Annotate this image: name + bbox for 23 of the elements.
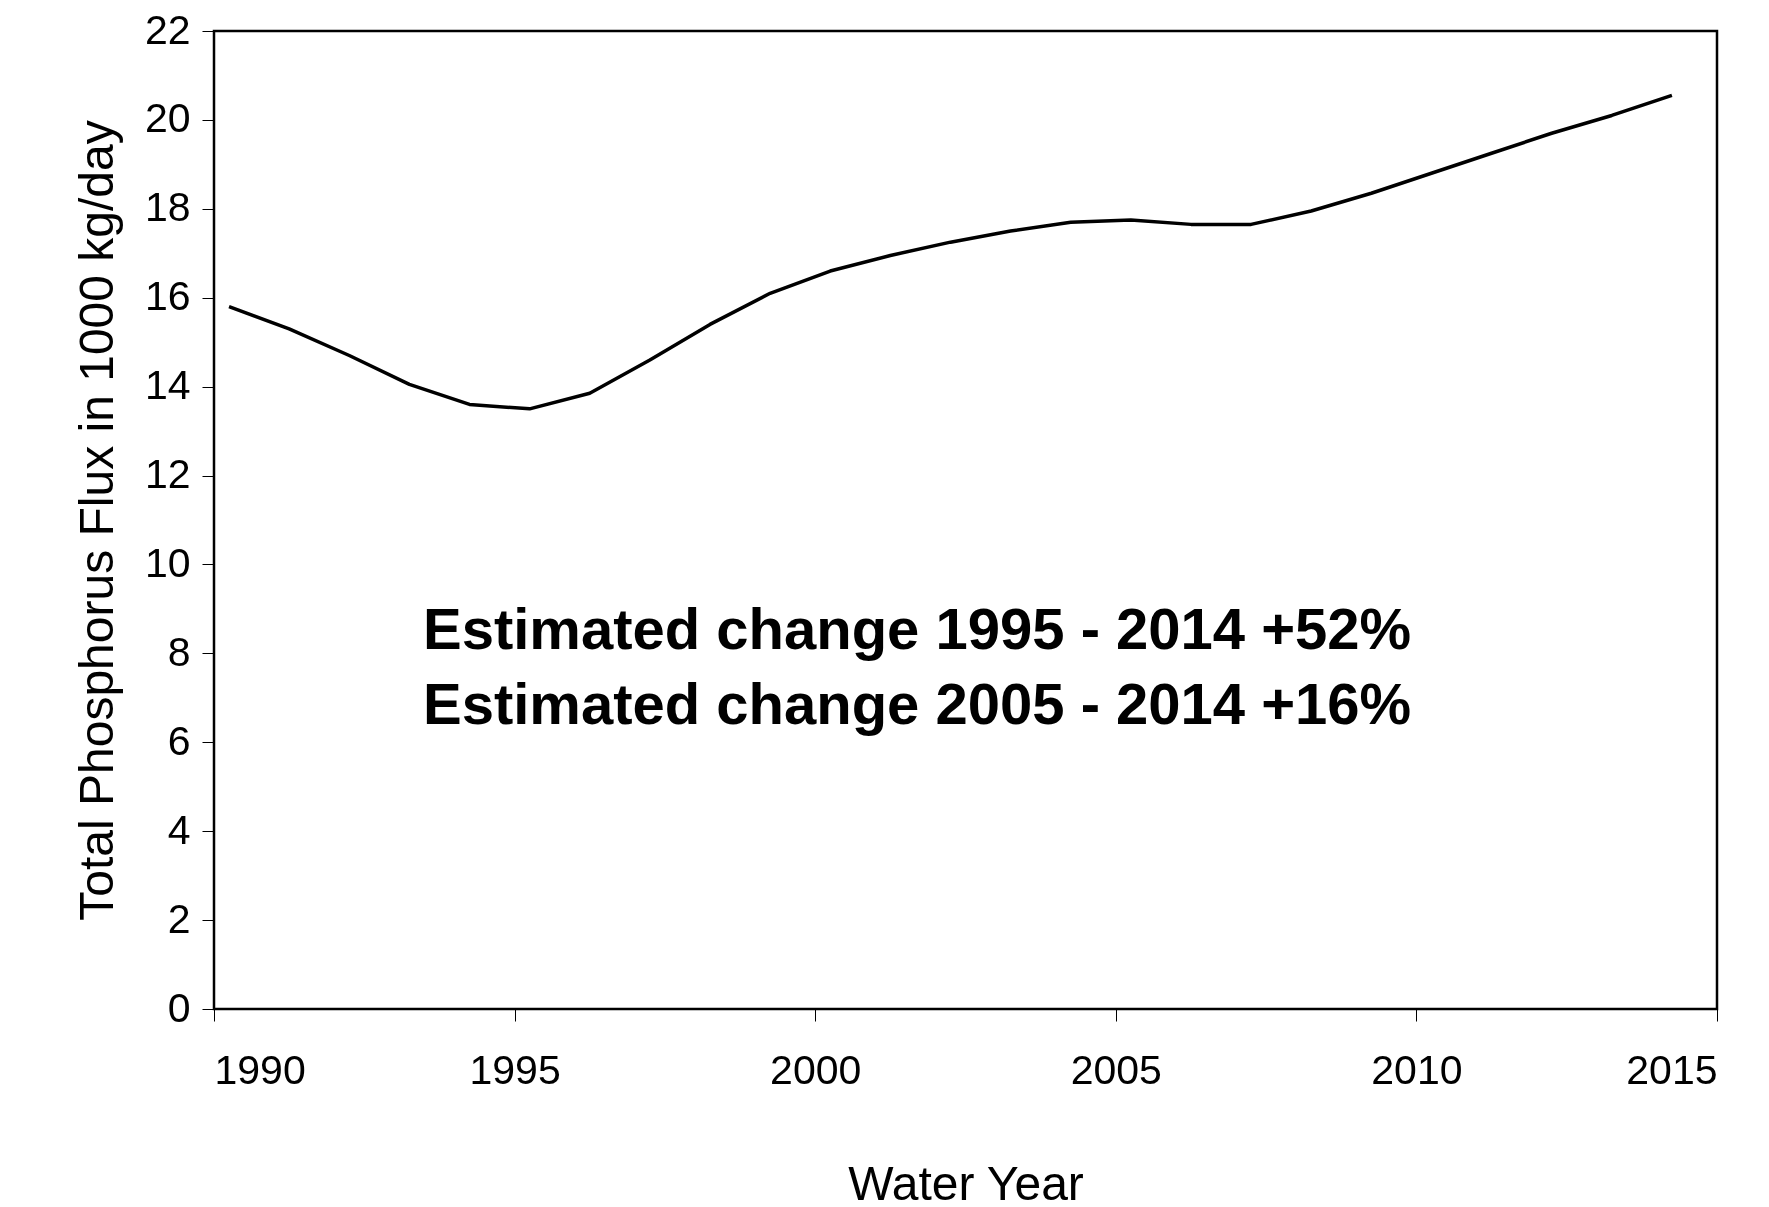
x-tick-label: 2010: [1371, 1046, 1463, 1093]
y-tick-label: 18: [144, 184, 191, 231]
y-tick-label: 16: [144, 273, 191, 320]
y-axis-title: Total Phosphorus Flux in 1000 kg/day: [69, 120, 123, 921]
y-tick-label: 12: [144, 451, 191, 498]
y-tick-label: 0: [167, 984, 191, 1031]
x-tick-label: 2015: [1626, 1046, 1718, 1093]
annotation: Estimated change 2005 - 2014 +16%: [423, 671, 1412, 736]
x-axis-title: Water Year: [848, 1156, 1084, 1207]
y-tick-label: 10: [144, 539, 191, 586]
y-tick-label: 4: [167, 806, 191, 853]
x-tick-label: 2005: [1070, 1046, 1162, 1093]
annotation: Estimated change 1995 - 2014 +52%: [423, 596, 1412, 661]
y-tick-label: 6: [167, 717, 191, 764]
y-tick-label: 2: [167, 895, 191, 942]
y-tick-label: 14: [144, 362, 191, 409]
line-series: [227, 93, 1674, 411]
y-tick-label: 20: [144, 95, 191, 142]
x-tick-label: 2000: [770, 1046, 862, 1093]
y-tick-label: 8: [167, 628, 191, 675]
x-tick-label: 1995: [469, 1046, 561, 1093]
y-tick-label: 22: [144, 6, 191, 53]
x-tick-label: 1990: [214, 1046, 306, 1093]
